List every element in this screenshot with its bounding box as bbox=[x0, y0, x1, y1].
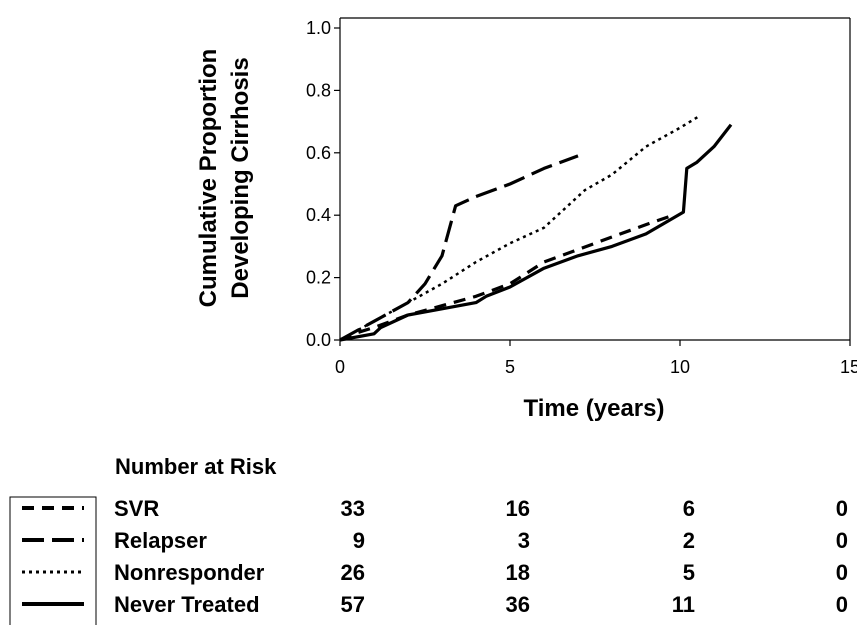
series-line-nonresponder bbox=[339, 114, 702, 342]
series-line-relapser bbox=[339, 154, 579, 342]
series-line-svr bbox=[339, 213, 674, 342]
risk-row-label: Nonresponder bbox=[114, 560, 265, 585]
series-lines bbox=[339, 114, 733, 342]
x-tick-label: 15 bbox=[840, 357, 857, 377]
risk-count: 11 bbox=[672, 592, 695, 617]
risk-count: 26 bbox=[341, 560, 365, 585]
risk-count: 6 bbox=[683, 496, 695, 521]
y-axis-title-line-2: Developing Cirrhosis bbox=[227, 57, 254, 298]
risk-table-title: Number at Risk bbox=[115, 454, 277, 479]
x-tick-label: 10 bbox=[670, 357, 690, 377]
risk-count: 0 bbox=[836, 592, 848, 617]
risk-legend-box bbox=[9, 496, 97, 625]
risk-count: 16 bbox=[506, 496, 530, 521]
x-tick-label: 0 bbox=[335, 357, 345, 377]
y-tick-label: 0.6 bbox=[306, 143, 331, 163]
risk-count: 5 bbox=[683, 560, 695, 585]
risk-count: 9 bbox=[353, 528, 365, 553]
risk-count: 0 bbox=[836, 560, 848, 585]
y-tick-label: 0.0 bbox=[306, 330, 331, 350]
y-tick-label: 0.4 bbox=[306, 205, 331, 225]
risk-count: 3 bbox=[518, 528, 530, 553]
risk-count: 2 bbox=[683, 528, 695, 553]
series-line-never-treated bbox=[339, 123, 733, 342]
risk-row-label: SVR bbox=[114, 496, 159, 521]
x-tick-label: 5 bbox=[505, 357, 515, 377]
y-ticks: 0.0 0.2 0.4 0.6 0.8 1.0 bbox=[306, 18, 340, 350]
y-tick-label: 1.0 bbox=[306, 18, 331, 38]
y-tick-label: 0.2 bbox=[306, 268, 331, 288]
risk-row-label: Never Treated bbox=[114, 592, 260, 617]
x-axis-title: Time (years) bbox=[524, 395, 665, 422]
risk-count: 33 bbox=[341, 496, 365, 521]
risk-count: 0 bbox=[836, 528, 848, 553]
risk-count: 36 bbox=[506, 592, 530, 617]
risk-count: 18 bbox=[506, 560, 530, 585]
y-tick-label: 0.8 bbox=[306, 80, 331, 100]
risk-count: 57 bbox=[341, 592, 365, 617]
risk-table-rows: SVR 33 16 6 0 Relapser 9 3 2 0 Nonresponder 26 18 5 0 N… bbox=[22, 496, 848, 617]
x-ticks: 0 5 10 15 bbox=[335, 340, 857, 377]
risk-count: 0 bbox=[836, 496, 848, 521]
risk-row-label: Relapser bbox=[114, 528, 207, 553]
y-axis-title-line-1: Cumulative Proportion bbox=[195, 49, 222, 308]
